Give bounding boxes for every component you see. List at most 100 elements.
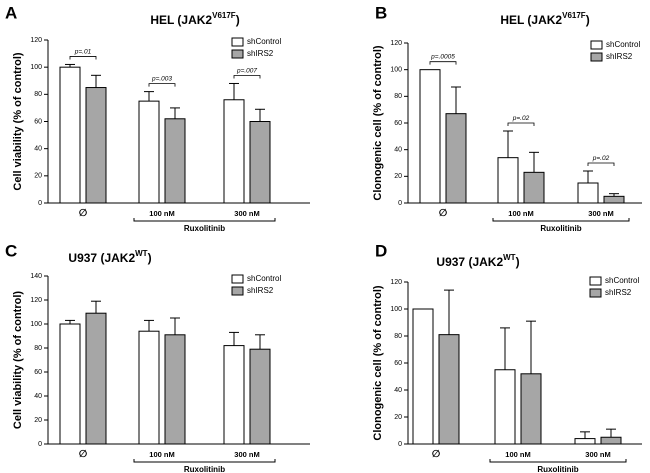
legend-label: shIRS2 [247, 49, 274, 58]
legend-swatch-shcontrol [589, 276, 602, 286]
y-tick-label: 140 [30, 273, 42, 280]
title-end: ) [236, 13, 240, 27]
bar-shcontrol [497, 157, 519, 204]
y-tick-label: 20 [394, 173, 402, 180]
p-value-label: p=.02 [592, 155, 610, 162]
ruxolitinib-bracket [133, 218, 276, 222]
title-superscript: WT [503, 253, 516, 262]
title-end: ) [516, 255, 520, 269]
bar-shirs2 [438, 334, 460, 445]
p-value-label: p=.01 [74, 48, 92, 55]
y-tick-label: 0 [398, 200, 402, 207]
bar-shcontrol [419, 69, 441, 204]
ruxolitinib-bracket [133, 459, 276, 463]
bar-shirs2 [600, 436, 622, 445]
bar-shcontrol [577, 182, 599, 204]
legend-label: shControl [605, 276, 639, 285]
y-tick-label: 20 [34, 173, 42, 180]
y-axis-label: Clonogenic cell (% of control) [372, 45, 384, 201]
title-main: HEL (JAK2 [500, 13, 562, 27]
y-tick-label: 80 [34, 345, 42, 352]
title-main: U937 (JAK2 [68, 251, 135, 265]
bar-shirs2 [445, 113, 467, 204]
bar-shirs2 [249, 348, 271, 445]
bar-shcontrol [574, 438, 596, 445]
legend-label: shIRS2 [247, 286, 274, 295]
title-main: HEL (JAK2 [150, 13, 212, 27]
x-tick-label: 300 nM [234, 209, 259, 218]
legend-label: shIRS2 [605, 288, 632, 297]
significance-bracket [587, 162, 615, 166]
panel-letter: A [5, 3, 17, 22]
title-superscript: V617F [212, 11, 236, 20]
y-tick-label: 100 [30, 64, 42, 71]
y-tick-label: 40 [394, 387, 402, 394]
y-tick-label: 60 [394, 120, 402, 127]
legend-swatch-shcontrol [231, 274, 244, 284]
y-tick-label: 120 [30, 37, 42, 44]
bar-shcontrol [494, 369, 516, 445]
panel-b: B HEL (JAK2V617F) 0 20 40 60 80 100 120 Clonogeni… [372, 3, 642, 233]
p-value-label: p=.003 [151, 76, 172, 83]
x-axis-label: Ruxolitinib [184, 465, 225, 473]
significance-bracket [507, 122, 535, 126]
legend-swatch-shirs2 [231, 286, 244, 296]
bar-shcontrol [412, 308, 434, 445]
y-tick-label: 100 [390, 306, 402, 313]
x-tick-label: ∅ [432, 449, 441, 460]
bar-shirs2 [85, 312, 107, 445]
y-tick-label: 100 [390, 67, 402, 74]
chart-title: HEL (JAK2V617F) [500, 11, 589, 27]
y-tick-label: 60 [34, 369, 42, 376]
legend-swatch-shirs2 [590, 52, 603, 62]
x-tick-label: ∅ [79, 449, 88, 460]
y-tick-label: 80 [34, 91, 42, 98]
x-tick-label: 100 nM [149, 450, 174, 459]
y-tick-label: 120 [390, 40, 402, 47]
y-tick-label: 120 [30, 297, 42, 304]
y-axis-label: Clonogenic cell (% of control) [372, 285, 384, 441]
title-end: ) [586, 13, 590, 27]
panel-d: D U937 (JAK2WT) 0 20 40 60 80 100 120 Clonogenic … [372, 241, 642, 473]
title-superscript: WT [135, 249, 148, 258]
ruxolitinib-bracket [492, 218, 630, 222]
x-tick-label: 300 nM [234, 450, 259, 459]
panel-letter: B [375, 3, 387, 22]
title-main: U937 (JAK2 [436, 255, 503, 269]
y-tick-label: 80 [394, 93, 402, 100]
p-value-label: p=.02 [512, 115, 530, 122]
bar-shirs2 [164, 334, 186, 445]
y-tick-label: 20 [34, 417, 42, 424]
y-tick-label: 0 [38, 200, 42, 207]
bar-shcontrol [59, 66, 81, 204]
significance-bracket [69, 56, 97, 60]
y-tick-label: 20 [394, 414, 402, 421]
significance-bracket [429, 61, 457, 65]
p-value-label: p=.007 [236, 67, 257, 74]
bar-shcontrol [59, 323, 81, 445]
y-tick-label: 60 [34, 118, 42, 125]
y-tick-label: 100 [30, 321, 42, 328]
bar-shirs2 [164, 118, 186, 204]
bar-shirs2 [603, 195, 625, 204]
y-tick-label: 120 [390, 279, 402, 286]
y-tick-label: 0 [398, 441, 402, 448]
bar-shcontrol [138, 100, 160, 204]
panel-a: A HEL (JAK2V617F) 0 20 40 60 80 100 120 Cell viab… [5, 3, 310, 233]
chart-title: HEL (JAK2V617F) [150, 11, 239, 27]
bar-shcontrol [223, 345, 245, 445]
y-tick-label: 40 [34, 393, 42, 400]
bar-shirs2 [85, 87, 107, 204]
y-axis-label: Cell viability (% of control) [12, 291, 24, 429]
bar-shcontrol [138, 330, 160, 445]
x-axis-label: Ruxolitinib [540, 224, 581, 233]
x-tick-label: 100 nM [508, 209, 533, 218]
y-tick-label: 0 [38, 441, 42, 448]
panel-letter: C [5, 241, 17, 260]
panel-letter: D [375, 241, 387, 260]
x-axis-label: Ruxolitinib [537, 465, 578, 473]
legend-swatch-shirs2 [589, 288, 602, 298]
title-superscript: V617F [562, 11, 586, 20]
x-tick-label: ∅ [79, 208, 88, 219]
panel-c: C U937 (JAK2WT) 0 20 40 60 80 100 120 140 Cell via… [5, 241, 310, 473]
